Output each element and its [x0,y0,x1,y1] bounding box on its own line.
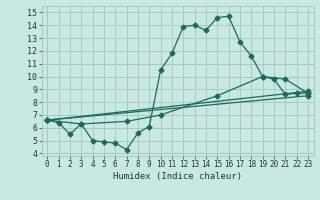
X-axis label: Humidex (Indice chaleur): Humidex (Indice chaleur) [113,172,242,181]
